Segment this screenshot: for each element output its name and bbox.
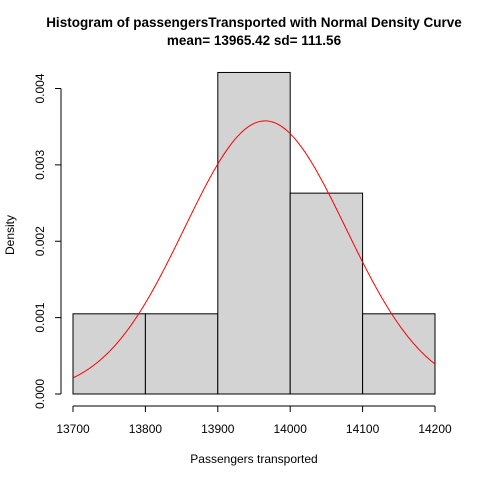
chart-title: Histogram of passengersTransported with … xyxy=(46,15,462,30)
y-tick-label: 0.003 xyxy=(33,150,47,180)
y-tick-label: 0.004 xyxy=(33,73,47,103)
histogram-bar xyxy=(290,193,362,394)
x-tick-label: 14000 xyxy=(274,422,308,436)
histogram-bar xyxy=(73,314,145,394)
histogram-bar xyxy=(363,314,435,394)
chart-subtitle: mean= 13965.42 sd= 111.56 xyxy=(167,33,342,48)
histogram-bar xyxy=(218,72,290,394)
x-tick-label: 13800 xyxy=(129,422,163,436)
histogram-bars xyxy=(73,72,435,394)
x-tick-label: 13700 xyxy=(56,422,90,436)
x-axis: 13700 13800 13900 14000 14100 14200 xyxy=(56,406,452,436)
x-tick-label: 13900 xyxy=(201,422,235,436)
y-tick-label: 0.001 xyxy=(33,302,47,332)
x-tick-label: 14200 xyxy=(418,422,452,436)
x-axis-label: Passengers transported xyxy=(190,452,317,466)
y-tick-label: 0.000 xyxy=(33,379,47,409)
y-axis: 0.000 0.001 0.002 0.003 0.004 xyxy=(33,73,61,409)
y-axis-label: Density xyxy=(3,215,17,255)
x-tick-label: 14100 xyxy=(346,422,380,436)
y-tick-label: 0.002 xyxy=(33,226,47,256)
histogram-bar xyxy=(145,314,217,394)
